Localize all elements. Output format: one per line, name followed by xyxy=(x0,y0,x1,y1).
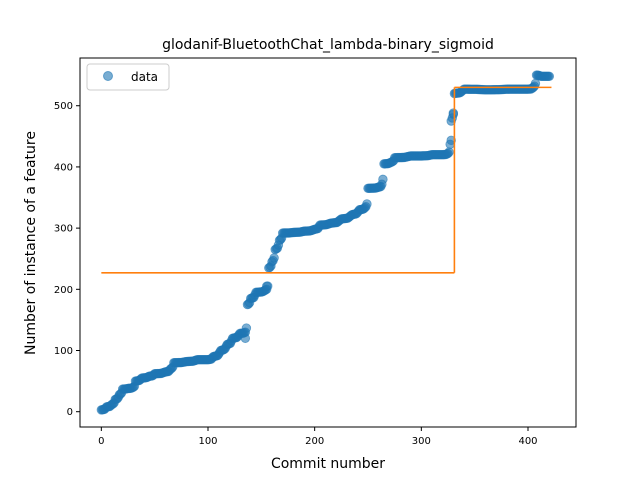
x-tick-label: 400 xyxy=(518,436,537,447)
legend: data xyxy=(86,63,170,91)
y-axis-label: Number of instance of a feature xyxy=(23,131,39,355)
data-point xyxy=(444,147,454,157)
x-axis-ticks: 0 100 200 300 400 xyxy=(98,427,538,447)
x-axis-label: Commit number xyxy=(271,456,385,472)
x-tick-label: 0 xyxy=(98,436,104,447)
plot-area xyxy=(79,57,577,428)
legend-box xyxy=(86,63,170,91)
data-point xyxy=(446,116,456,126)
data-point xyxy=(378,174,388,185)
legend-marker-data xyxy=(103,71,113,81)
data-point xyxy=(448,108,459,118)
data-point xyxy=(362,199,372,209)
data-point xyxy=(240,333,251,343)
y-tick-label: 0 xyxy=(67,407,73,418)
data-point xyxy=(446,135,456,146)
y-tick-label: 500 xyxy=(54,101,73,112)
data-point xyxy=(261,281,272,291)
x-tick-label: 300 xyxy=(412,436,431,447)
x-tick-label: 200 xyxy=(305,436,324,447)
y-tick-label: 200 xyxy=(54,285,73,296)
legend-label-data: data xyxy=(131,70,158,84)
y-tick-label: 300 xyxy=(54,224,73,235)
data-point xyxy=(530,78,541,89)
y-tick-label: 400 xyxy=(54,162,73,173)
axes-frame xyxy=(79,57,577,428)
data-point xyxy=(269,253,279,263)
y-axis-ticks: 0 100 200 300 400 500 xyxy=(54,101,80,418)
x-tick-label: 100 xyxy=(198,436,217,447)
chart-title: glodanif-BluetoothChat_lambda-binary_sig… xyxy=(162,37,494,53)
fit-line-layer xyxy=(101,86,552,274)
data-point xyxy=(241,323,252,333)
y-tick-label: 100 xyxy=(54,346,73,357)
axes-background xyxy=(80,58,576,427)
data-point xyxy=(544,71,555,82)
